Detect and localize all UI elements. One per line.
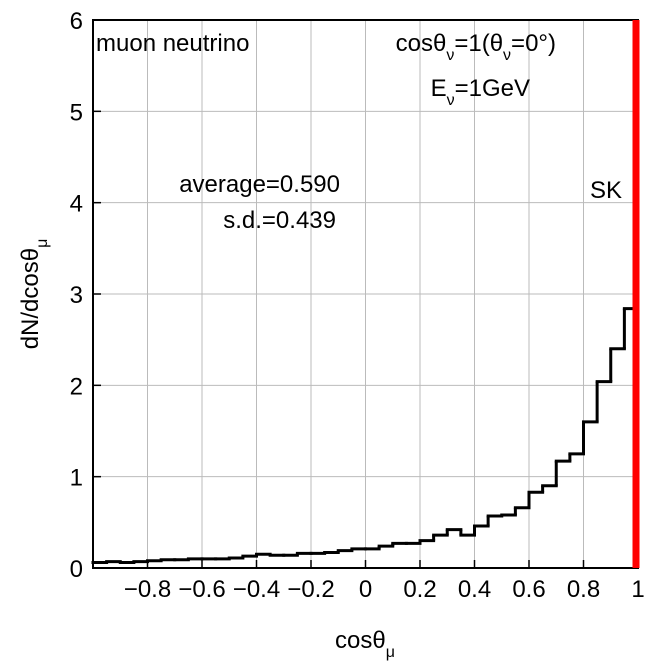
annotation: Eν=1GeV	[431, 75, 530, 109]
x-tick-label: 0.8	[567, 576, 600, 603]
annotation-part: ν	[446, 47, 454, 64]
annotation-part: s.d.=0.439	[223, 207, 336, 234]
annotation-part: cosθ	[396, 30, 447, 57]
x-tick-label: 1	[631, 576, 644, 603]
annotation-part: E	[431, 75, 447, 102]
annotation: cosθν=1(θν=0°)	[396, 30, 556, 64]
x-tick-label: 0.4	[458, 576, 491, 603]
x-axis-label: cosθμ	[335, 627, 395, 661]
annotation-part: =1(θ	[454, 30, 503, 57]
x-tick-label: −0.4	[233, 576, 280, 603]
y-axis-label: dN/dcosθμ	[17, 239, 51, 350]
annotation: s.d.=0.439	[223, 207, 336, 234]
y-tick-label: 1	[70, 465, 83, 492]
annotation-part: =1GeV	[455, 75, 530, 102]
annotation-part: ν	[447, 92, 455, 109]
annotation: average=0.590	[179, 171, 340, 198]
x-tick-label: −0.6	[178, 576, 225, 603]
y-tick-label: 5	[70, 99, 83, 126]
y-tick-label: 0	[70, 556, 83, 583]
y-axis-label-part: μ	[34, 239, 51, 248]
x-axis-label-part: cosθ	[335, 627, 386, 654]
x-axis-label-part: μ	[386, 644, 395, 661]
annotation-part: average=0.590	[179, 171, 340, 198]
y-tick-label: 3	[70, 282, 83, 309]
sk-label: SK	[590, 177, 622, 204]
y-tick-label: 6	[70, 8, 83, 35]
annotation-part: muon neutrino	[96, 30, 249, 57]
y-axis-label-part: dN/dcosθ	[17, 248, 44, 349]
x-tick-label: −0.2	[287, 576, 334, 603]
annotation: muon neutrino	[96, 30, 249, 57]
x-tick-label: −0.8	[124, 576, 171, 603]
annotation-part: ν	[503, 47, 511, 64]
y-tick-label: 2	[70, 373, 83, 400]
x-tick-label: 0.6	[512, 576, 545, 603]
y-tick-label: 4	[70, 191, 83, 218]
x-tick-label: 0.2	[403, 576, 436, 603]
x-tick-label: 0	[359, 576, 372, 603]
annotation-part: =0°)	[511, 30, 556, 57]
